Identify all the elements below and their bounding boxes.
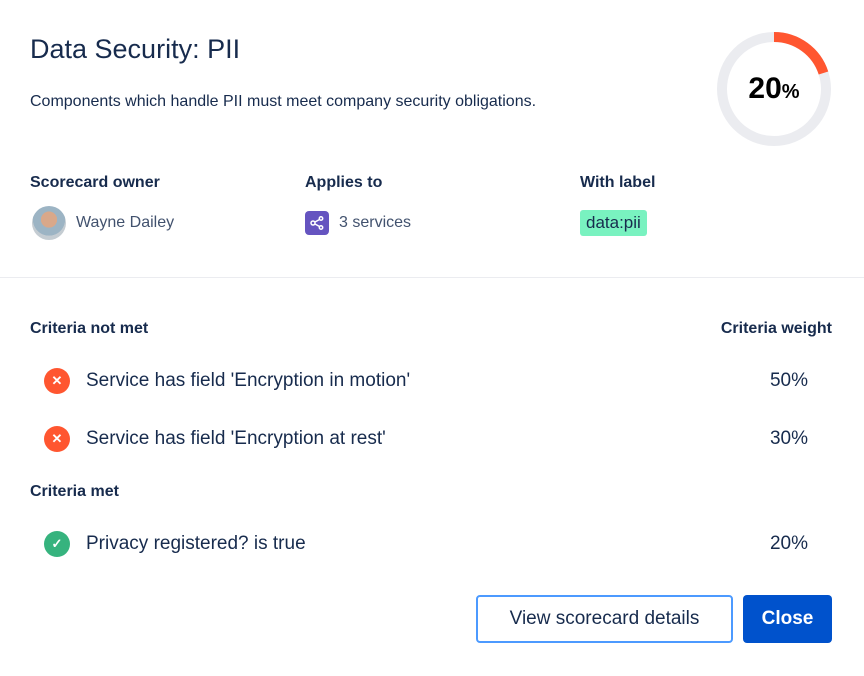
owner-name[interactable]: Wayne Dailey [76, 214, 175, 231]
criteria-weight-heading: Criteria weight [720, 320, 832, 337]
error-icon: ✕ [44, 426, 70, 452]
criteria-row: ✕ Service has field 'Encryption in motion… [44, 366, 808, 396]
view-scorecard-details-button[interactable]: View scorecard details [476, 595, 733, 643]
error-icon: ✕ [44, 368, 70, 394]
criteria-row: ✕ Service has field 'Encryption at rest' 3… [44, 424, 808, 454]
applies[interactable]: 3 services [305, 211, 411, 235]
description: Components which handle PII must meet co… [30, 93, 537, 110]
avatar [32, 206, 66, 240]
applies-label: Applies to [305, 174, 383, 191]
score-text: 20% [748, 72, 800, 105]
check-icon: ✓ [44, 531, 70, 557]
owner-label: Scorecard owner [30, 174, 160, 191]
criteria-met-heading: Criteria met [30, 483, 119, 500]
owner[interactable]: Wayne Dailey [32, 206, 174, 240]
service-graph-icon [305, 211, 329, 235]
divider [0, 277, 864, 278]
score-donut [717, 32, 831, 146]
donut-progress [717, 32, 831, 146]
label-tag[interactable]: data:pii [580, 210, 647, 236]
criteria-not-met-heading: Criteria not met [30, 320, 149, 337]
applies-value[interactable]: 3 services [339, 214, 412, 231]
close-button[interactable]: Close [743, 595, 832, 643]
page-title: Data Security: PII [30, 34, 241, 64]
criteria-row: ✓ Privacy registered? is true 20% [44, 529, 808, 559]
with-label-label: With label [580, 174, 656, 191]
